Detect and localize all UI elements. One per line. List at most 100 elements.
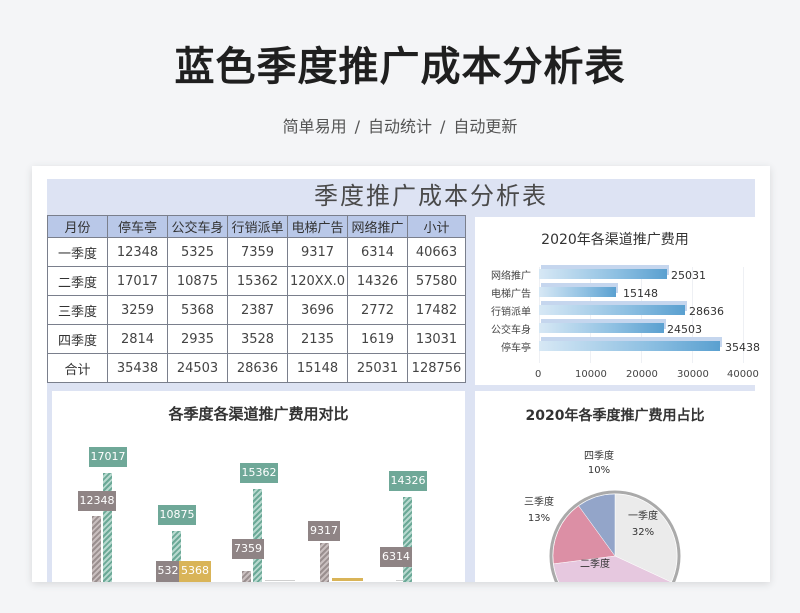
x-tick: 30000 [677,369,709,380]
spreadsheet-sheet: 季度推广成本分析表 月份 停车亭 公交车身 行销派单 电梯广告 网络推广 小计 … [47,179,760,582]
bar-online-q2[interactable] [403,497,412,582]
col-header-month: 月份 [47,215,108,238]
table-cell[interactable]: 13031 [407,324,466,354]
bar-bus[interactable] [539,323,664,333]
bar-elevator-q3[interactable] [332,578,363,581]
table-cell[interactable]: 3696 [287,295,348,325]
feature-auto-stats: 自动统计 [367,117,432,136]
bar-label-online: 网络推广 [491,271,531,282]
table-cell[interactable]: 2935 [167,324,228,354]
table-cell[interactable]: 40663 [407,237,466,267]
x-tick: 20000 [626,369,658,380]
bar-bus-q2[interactable] [172,531,181,582]
bar-elevator[interactable] [539,287,616,297]
table-cell[interactable]: 15362 [227,266,288,296]
data-label: 5368 [179,561,211,582]
table-cell[interactable]: 5368 [167,295,228,325]
pie-label-q2-name: 二季度 [580,559,610,570]
table-cell[interactable]: 25031 [347,353,408,383]
table-row: 四季度 2814 2935 3528 2135 1619 13031 [47,324,466,354]
data-label: 6314 [380,547,412,567]
table-cell[interactable]: 6314 [347,237,408,267]
table-cell[interactable]: 2135 [287,324,348,354]
col-header-bus-body: 公交车身 [167,215,228,238]
chart-title: 2020年各渠道推广费用 [541,232,689,248]
table-cell[interactable]: 7359 [227,237,288,267]
table-cell[interactable]: 9317 [287,237,348,267]
data-label: 10875 [158,505,196,525]
table-cell[interactable]: 17017 [107,266,168,296]
row-label[interactable]: 合计 [47,353,108,383]
grid-line [641,267,642,363]
separator: / [354,117,360,136]
pie-graphic[interactable] [540,481,690,582]
col-header-elevator-ads: 电梯广告 [287,215,348,238]
row-label[interactable]: 四季度 [47,324,108,354]
row-label[interactable]: 三季度 [47,295,108,325]
table-cell[interactable]: 128756 [407,353,466,383]
bar-flyers-q3[interactable] [265,580,295,581]
table-cell[interactable]: 5325 [167,237,228,267]
table-header-row: 月份 停车亭 公交车身 行销派单 电梯广告 网络推广 小计 [47,215,466,238]
pie-label-q1-name: 一季度 [628,511,658,522]
table-cell[interactable]: 35438 [107,353,168,383]
col-header-flyers: 行销派单 [227,215,288,238]
table-cell[interactable]: 10875 [167,266,228,296]
pie-slice-q3 [552,505,616,565]
table-cell[interactable]: 57580 [407,266,466,296]
table-cell[interactable]: 1619 [347,324,408,354]
separator: / [440,117,446,136]
col-header-subtotal: 小计 [407,215,466,238]
pie-slice-q2 [553,555,672,582]
data-label: 17017 [89,447,127,467]
table-cell[interactable]: 28636 [227,353,288,383]
data-label: 9317 [308,521,340,541]
grid-line [743,267,744,363]
table-cell[interactable]: 3259 [107,295,168,325]
row-label[interactable]: 一季度 [47,237,108,267]
bar-elevator-q1[interactable] [320,543,329,582]
bar-value: 15148 [623,287,658,300]
table-cell[interactable]: 120XX.0 [287,266,348,296]
chart-title: 各季度各渠道推广费用对比 [168,405,349,423]
pie-label-q4-pct: 10% [587,465,611,476]
quarterly-share-pie-chart[interactable]: 2020年各季度推广费用占比 四季度 10% 三季度 13% 一季度 32% 二… [475,391,755,582]
bar-kiosk-q2[interactable] [103,473,112,582]
table-cell[interactable]: 24503 [167,353,228,383]
data-label: 12348 [78,491,116,511]
data-label: 15362 [240,463,278,483]
table-cell[interactable]: 2814 [107,324,168,354]
pie-slice-q1 [614,493,678,582]
bar-kiosk[interactable] [539,341,720,351]
table-cell[interactable]: 15148 [287,353,348,383]
data-label: 532 [156,561,180,582]
bar-online-q1[interactable] [396,580,404,581]
row-label[interactable]: 二季度 [47,266,108,296]
bar-flyers-q1[interactable] [242,571,251,582]
table-cell[interactable]: 2772 [347,295,408,325]
bar-value: 24503 [667,323,702,336]
bar-label-elevator: 电梯广告 [491,289,531,300]
table-cell[interactable]: 3528 [227,324,288,354]
table-cell[interactable]: 14326 [347,266,408,296]
bar-kiosk-q1[interactable] [92,516,101,582]
pie-slice-q4 [578,493,616,557]
channel-cost-bar-chart[interactable]: 2020年各渠道推广费用 网络推广 25031 电梯广告 15148 行销派单 … [475,217,760,385]
x-tick: 40000 [727,369,759,380]
page-title: 蓝色季度推广成本分析表 [174,44,626,90]
table-cell[interactable]: 12348 [107,237,168,267]
bar-label-bus: 公交车身 [491,325,531,336]
data-label: 7359 [232,539,264,559]
col-header-online: 网络推广 [347,215,408,238]
spreadsheet-preview-card: 季度推广成本分析表 月份 停车亭 公交车身 行销派单 电梯广告 网络推广 小计 … [32,166,770,582]
bar-flyers[interactable] [539,305,685,315]
data-label: 14326 [389,471,427,491]
table-cell[interactable]: 2387 [227,295,288,325]
cost-table: 月份 停车亭 公交车身 行销派单 电梯广告 网络推广 小计 一季度 12348 … [47,215,466,383]
bar-online[interactable] [539,269,667,279]
table-cell[interactable]: 17482 [407,295,466,325]
bar-label-kiosk: 停车亭 [501,343,531,354]
quarterly-channel-comparison-chart[interactable]: 各季度各渠道推广费用对比 17017 12348 10875 532 5368 … [52,391,465,582]
bar-flyers-q2[interactable] [253,489,262,582]
feature-list: 简单易用 / 自动统计 / 自动更新 [0,113,800,137]
